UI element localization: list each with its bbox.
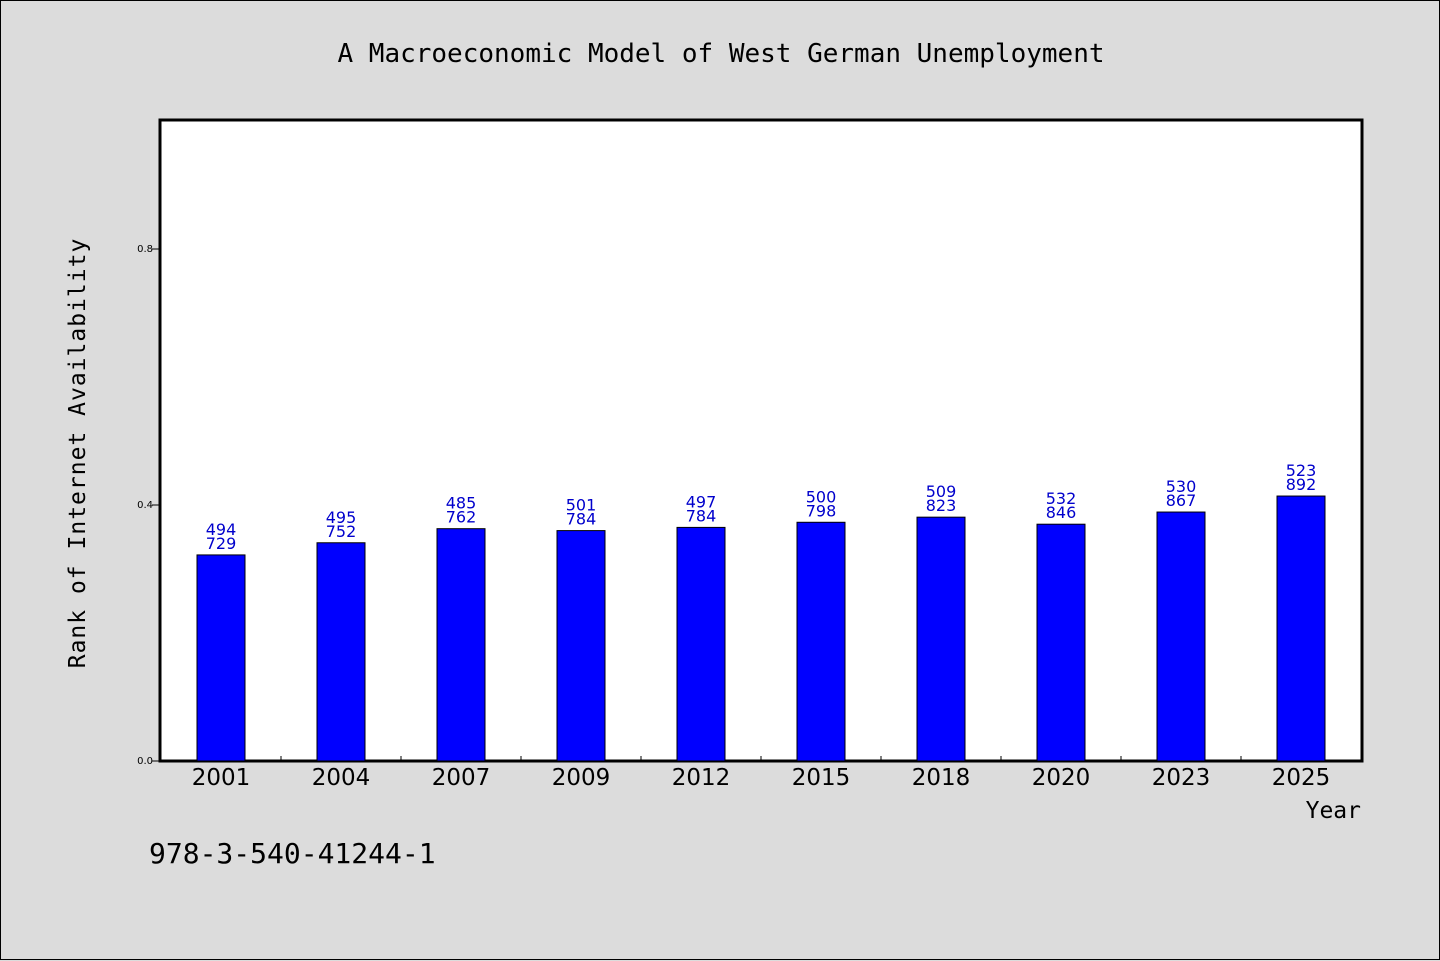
- footnote-isbn: 978-3-540-41244-1: [149, 837, 436, 870]
- bar-2025: [1276, 495, 1326, 762]
- data-label-top-2007: 485: [446, 494, 477, 513]
- data-label-bottom-2007: 762: [446, 508, 477, 527]
- y-tick-label: 0.0: [137, 756, 153, 767]
- x-axis: 2001 2004 2007 2009 2012 2015 2018 2020 2023 2025: [192, 756, 1331, 791]
- data-label-top-2004: 495: [326, 508, 357, 527]
- data-label-top-2015: 500: [806, 487, 837, 506]
- chart-title: A Macroeconomic Model of West German Une…: [337, 39, 1104, 69]
- y-tick-label: 0.8: [137, 244, 153, 255]
- data-label-top-2009: 501: [566, 496, 597, 515]
- y-axis-label: Rank of Internet Availability: [65, 238, 91, 669]
- bar-2009: [556, 530, 606, 762]
- x-tick-label-2004: 2004: [312, 765, 371, 791]
- data-label-bottom-2018: 823: [926, 496, 957, 515]
- data-label-top-2020: 532: [1046, 489, 1077, 508]
- data-label-top-2012: 497: [686, 492, 717, 511]
- x-tick-label-2023: 2023: [1152, 765, 1211, 791]
- data-label-top-2018: 509: [926, 482, 957, 501]
- x-tick-label-2025: 2025: [1272, 765, 1331, 791]
- bar-2004: [316, 542, 366, 762]
- data-label-top-2001: 494: [206, 520, 237, 539]
- x-tick-label-2015: 2015: [792, 765, 851, 791]
- x-tick-label-2007: 2007: [432, 765, 491, 791]
- data-label-top-2023: 530: [1166, 477, 1197, 496]
- bar-2007: [436, 528, 486, 762]
- data-label-bottom-2004: 752: [326, 522, 357, 541]
- data-label-bottom-2015: 798: [806, 501, 837, 520]
- bars-group: [196, 495, 1326, 762]
- y-axis: 0.0 0.4 0.8: [137, 244, 161, 767]
- x-tick-label-2020: 2020: [1032, 765, 1091, 791]
- data-label-bottom-2025: 892: [1286, 475, 1317, 494]
- x-axis-label: Year: [1306, 798, 1361, 824]
- data-label-top-2025: 523: [1286, 461, 1317, 480]
- y-tick-label: 0.4: [137, 500, 153, 511]
- data-label-bottom-2009: 784: [566, 510, 597, 529]
- x-tick-label-2009: 2009: [552, 765, 611, 791]
- bar-2023: [1156, 511, 1206, 762]
- bar-2018: [916, 516, 966, 762]
- x-tick-label-2012: 2012: [672, 765, 731, 791]
- data-labels-group: 4947294957524857625017844977845007985098…: [206, 461, 1317, 553]
- bar-2015: [796, 521, 846, 762]
- bar-2020: [1036, 523, 1086, 762]
- x-tick-label-2018: 2018: [912, 765, 971, 791]
- data-label-bottom-2012: 784: [686, 506, 717, 525]
- bar-2001: [196, 554, 246, 762]
- data-label-bottom-2023: 867: [1166, 491, 1197, 510]
- data-label-bottom-2001: 729: [206, 534, 237, 553]
- bar-2012: [676, 526, 726, 762]
- x-tick-label-2001: 2001: [192, 765, 251, 791]
- data-label-bottom-2020: 846: [1046, 503, 1077, 522]
